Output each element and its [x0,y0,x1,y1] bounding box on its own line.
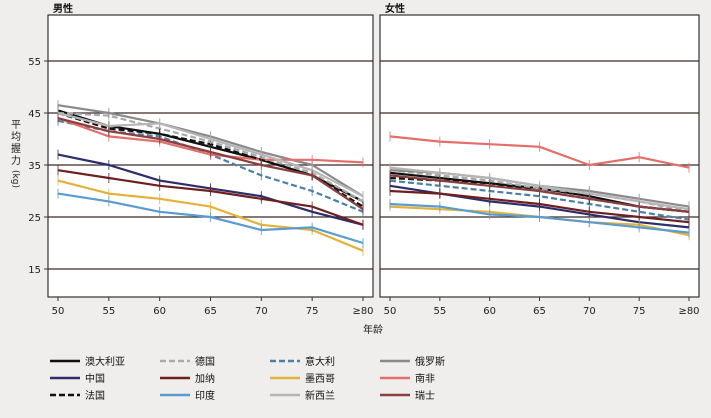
male-x-tick-label: 50 [52,306,65,317]
male-x-tick-label: 70 [255,306,268,317]
y-axis-label: 平 [11,120,21,131]
y-axis-label: 力 [11,154,21,167]
male-x-tick-label: ≥80 [352,306,373,317]
legend-item-label: 新西兰 [305,389,335,402]
y-tick-label: 25 [28,213,41,224]
female-x-tick-label: 50 [384,306,397,317]
female-x-tick-label: ≥80 [678,306,699,317]
female-x-tick-label: 60 [483,306,496,317]
legend-item-label: 加纳 [195,372,215,385]
y-tick-label: 55 [28,57,41,68]
legend-item-label: 印度 [195,389,215,402]
male-x-tick-label: 55 [102,306,115,317]
y-tick-label: 15 [28,265,41,276]
female-plot-area [379,14,700,298]
female-x-tick-label: 65 [533,306,546,317]
male-x-tick-label: 65 [204,306,217,317]
y-axis-label: 握 [11,142,21,155]
legend-item-label: 中国 [85,372,105,385]
male-x-tick-label: 60 [153,306,166,317]
y-axis-unit: (kg) [10,170,20,188]
x-axis-label: 年龄 [363,323,383,336]
legend-item-label: 墨西哥 [305,373,335,385]
male-x-tick-label: 75 [306,306,319,317]
legend-item-label: 法国 [85,389,105,402]
legend-item-label: 南非 [415,372,435,385]
female-x-tick-label: 55 [433,306,446,317]
female-x-tick-label: 70 [583,306,596,317]
y-tick-label: 45 [28,109,41,120]
male-panel-title: 男性 [53,2,73,15]
legend-item-label: 德国 [195,355,215,368]
female-panel-title: 女性 [385,2,405,15]
y-tick-label: 35 [28,161,41,172]
female-x-tick-label: 75 [633,306,646,317]
legend-item-label: 意大利 [305,355,335,368]
legend-item-label: 俄罗斯 [415,355,445,368]
legend-item-label: 瑞士 [415,389,435,402]
y-axis-label: 均 [11,131,21,143]
legend-item-label: 澳大利亚 [85,355,125,368]
